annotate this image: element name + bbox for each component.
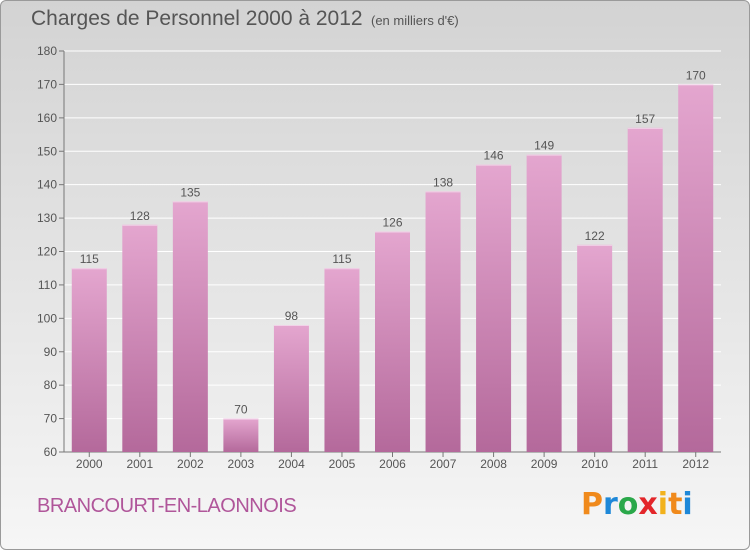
x-tick-label: 2006 xyxy=(379,457,406,471)
logo-letter: i xyxy=(682,487,693,522)
data-label: 98 xyxy=(285,309,299,323)
data-label: 122 xyxy=(585,229,605,243)
logo-letter: o xyxy=(617,487,639,522)
bar xyxy=(577,244,613,452)
x-tick-label: 2005 xyxy=(329,457,356,471)
y-tick-label: 110 xyxy=(38,278,57,292)
y-tick-label: 160 xyxy=(37,111,57,125)
data-label: 170 xyxy=(686,68,706,82)
x-tick-label: 2008 xyxy=(480,457,507,471)
data-label: 135 xyxy=(180,185,200,199)
y-tick-label: 140 xyxy=(37,178,57,192)
data-label: 126 xyxy=(382,215,402,229)
data-label: 70 xyxy=(234,403,248,417)
x-tick-label: 2011 xyxy=(632,457,658,471)
logo-letter: P xyxy=(581,487,603,522)
logo-letter: t xyxy=(668,487,683,522)
y-tick-label: 120 xyxy=(37,245,57,259)
data-label: 115 xyxy=(80,252,99,266)
logo-letter: i xyxy=(657,487,669,522)
y-tick-label: 60 xyxy=(44,445,58,459)
x-tick-label: 2009 xyxy=(531,457,558,471)
bar xyxy=(273,325,309,452)
x-tick-label: 2000 xyxy=(76,457,103,471)
x-tick-label: 2003 xyxy=(228,457,255,471)
bar xyxy=(71,268,107,452)
x-tick-label: 2004 xyxy=(278,457,305,471)
y-tick-label: 90 xyxy=(44,345,58,359)
y-tick-label: 70 xyxy=(44,412,58,426)
bar xyxy=(375,231,410,452)
bar xyxy=(122,224,158,452)
x-tick-label: 2010 xyxy=(581,457,608,471)
y-tick-label: 80 xyxy=(44,378,58,392)
x-tick-label: 2001 xyxy=(126,457,153,471)
x-tick-label: 2007 xyxy=(430,457,457,471)
y-tick-label: 150 xyxy=(37,144,57,158)
chart-title: Charges de Personnel 2000 à 2012 xyxy=(31,7,363,30)
data-label: 146 xyxy=(484,149,504,163)
bars xyxy=(71,84,714,453)
proxiti-logo[interactable]: Proxiti xyxy=(581,487,693,522)
chart-subtitle: (en milliers d'€) xyxy=(371,13,459,28)
bar xyxy=(425,191,461,452)
y-tick-label: 130 xyxy=(37,211,57,225)
y-tick-label: 100 xyxy=(37,311,57,325)
logo-letter: r xyxy=(603,487,618,522)
data-label: 157 xyxy=(635,112,655,126)
x-tick-label: 2012 xyxy=(682,457,709,471)
bar xyxy=(678,84,714,453)
bar xyxy=(223,418,259,452)
x-tick-label: 2002 xyxy=(177,457,204,471)
data-label: 128 xyxy=(130,209,150,223)
data-label: 115 xyxy=(332,252,351,266)
y-tick-label: 180 xyxy=(37,44,57,58)
y-tick-label: 170 xyxy=(37,77,57,91)
data-label: 138 xyxy=(433,175,453,189)
bar xyxy=(476,164,512,452)
commune-name: BRANCOURT-EN-LAONNOIS xyxy=(37,495,297,517)
bar xyxy=(324,268,360,452)
bar xyxy=(526,154,562,452)
logo-letter: x xyxy=(638,487,658,522)
bar xyxy=(627,127,663,452)
labels: 60 70 80 90 100 110 120 130 140 150 160 170 180 115 20… xyxy=(37,44,709,471)
bar xyxy=(172,201,208,452)
data-label: 149 xyxy=(534,139,554,153)
